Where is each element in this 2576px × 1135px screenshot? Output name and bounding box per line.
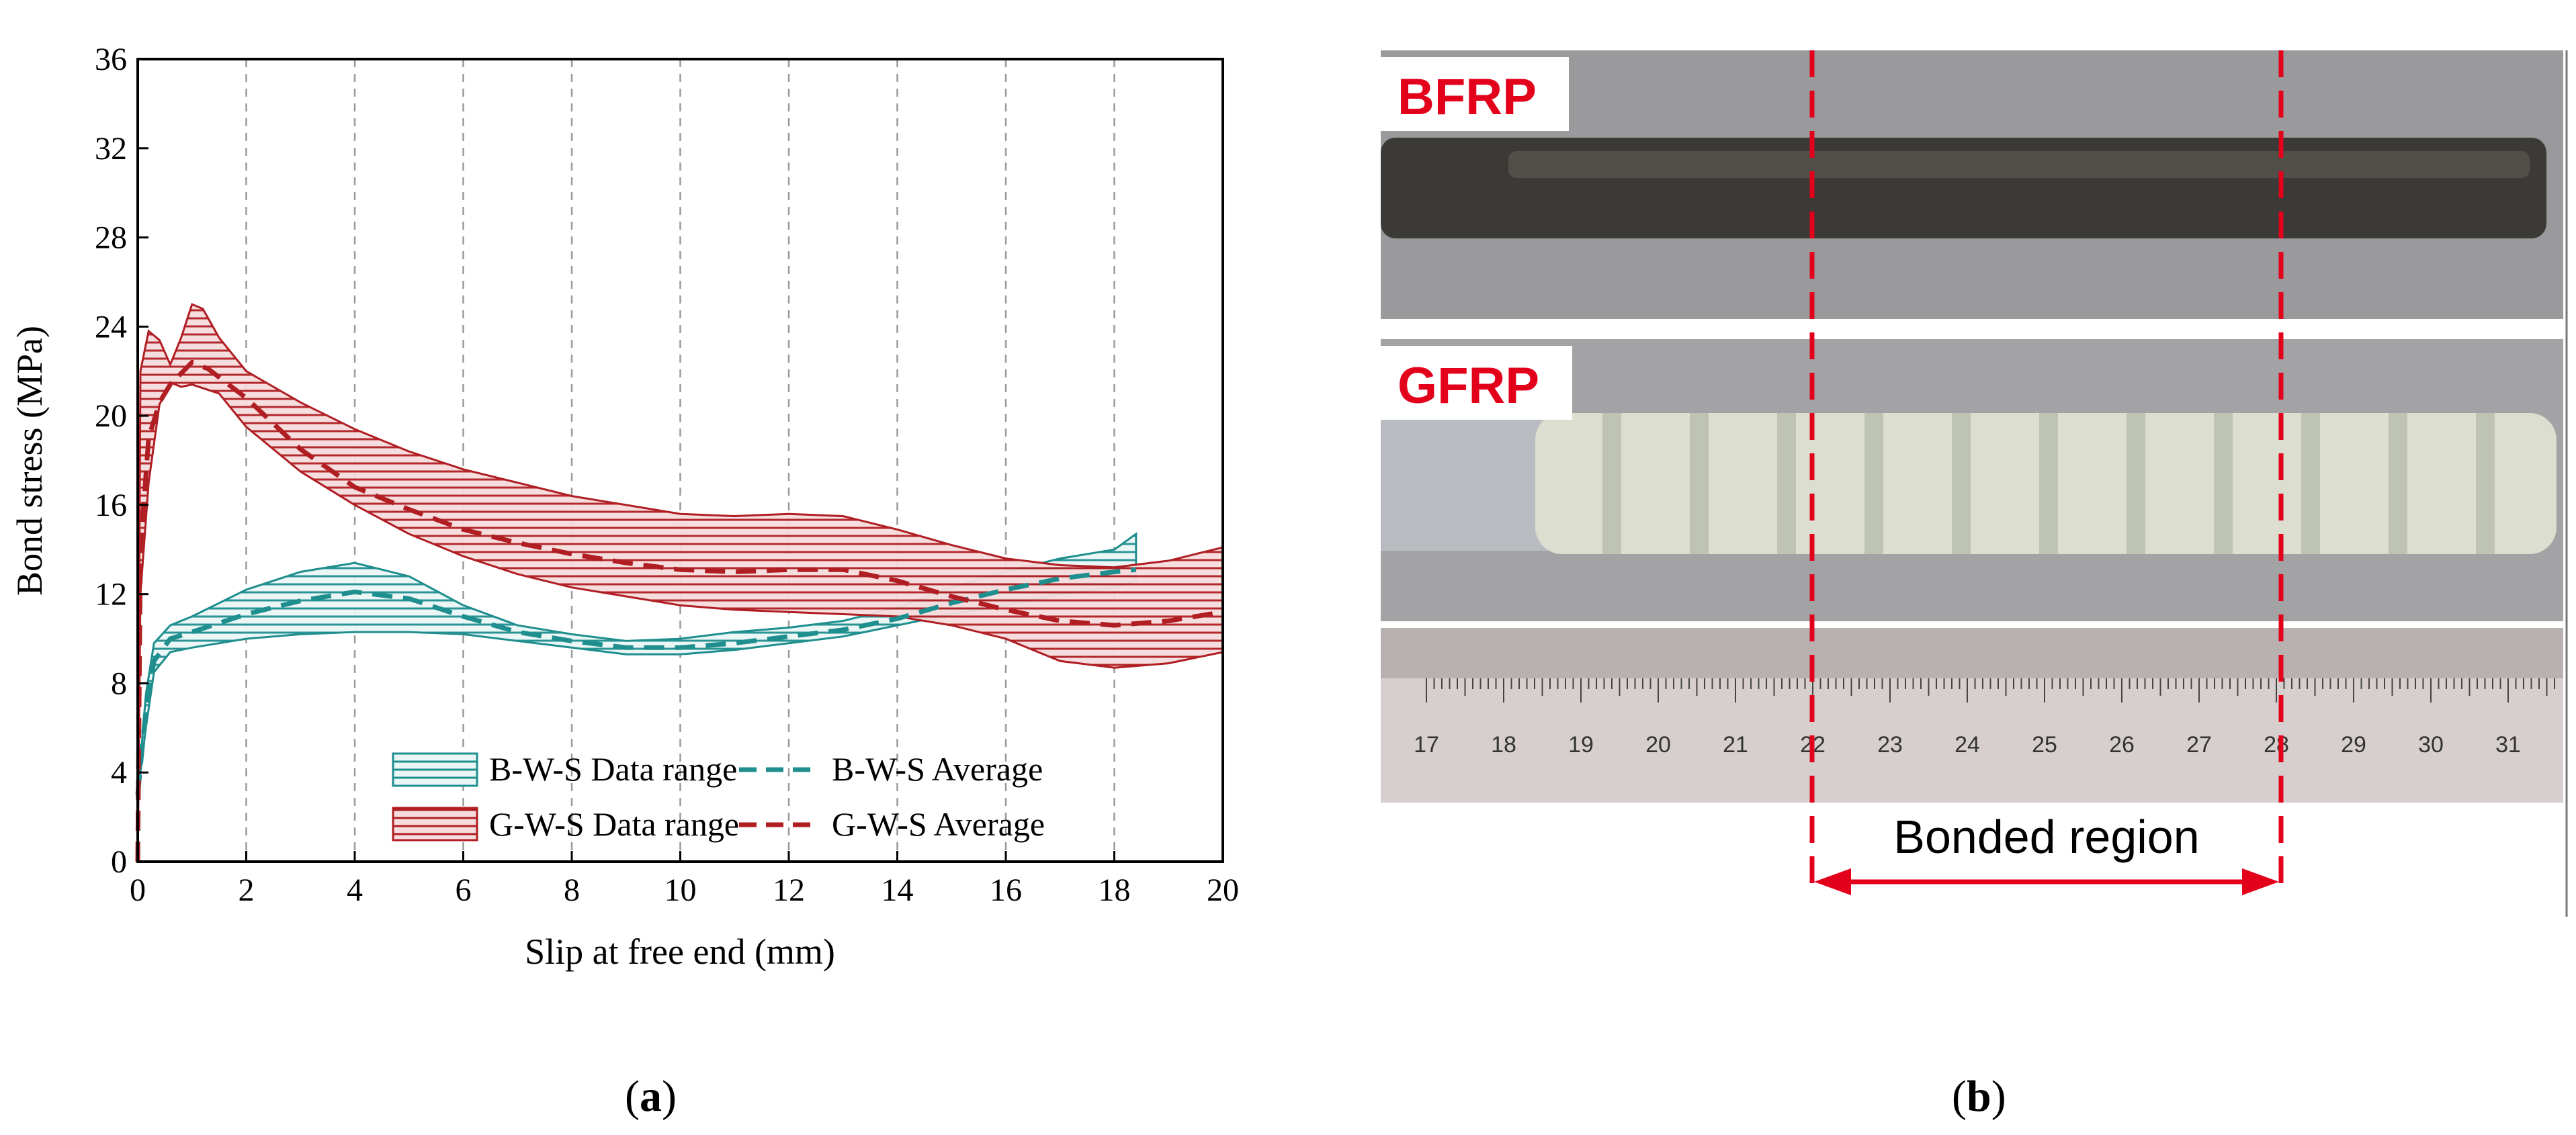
ruler-number-30: 30 xyxy=(2418,732,2444,758)
y-tick-label-16: 16 xyxy=(95,488,127,523)
y-tick-label-24: 24 xyxy=(95,309,127,345)
ruler-scale xyxy=(1381,678,2563,803)
x-tick-label-2: 2 xyxy=(239,872,255,908)
ruler-number-29: 29 xyxy=(2341,732,2366,758)
legend-label-g-average: G-W-S Average xyxy=(832,805,1045,843)
y-tick-label-28: 28 xyxy=(95,220,127,256)
y-tick-label-20: 20 xyxy=(95,398,127,434)
ruler-number-26: 26 xyxy=(2109,732,2135,758)
x-tick-label-18: 18 xyxy=(1099,872,1131,908)
ruler-number-20: 20 xyxy=(1645,732,1671,758)
bfrp-bar-highlight xyxy=(1508,151,2530,178)
y-tick-label-4: 4 xyxy=(111,755,127,790)
legend-swatch-b-range xyxy=(392,752,478,787)
x-tick-label-8: 8 xyxy=(564,872,580,908)
caption-b: (b) xyxy=(1952,1072,2006,1121)
caption-b-letter: b xyxy=(1966,1072,1991,1121)
x-tick-label-20: 20 xyxy=(1207,872,1239,908)
bonded-region-label: Bonded region xyxy=(1893,811,2199,863)
bonded-region-arrow-right xyxy=(2242,868,2279,895)
gfrp-sleeve xyxy=(1381,416,1555,551)
y-axis-label: Bond stress (MPa) xyxy=(9,326,50,596)
x-axis-label: Slip at free end (mm) xyxy=(525,932,835,972)
x-tick-label-10: 10 xyxy=(664,872,697,908)
y-tick-label-12: 12 xyxy=(95,577,127,612)
x-tick-label-12: 12 xyxy=(773,872,805,908)
y-tick-label-8: 8 xyxy=(111,666,127,701)
legend-label-g-range: G-W-S Data range xyxy=(489,805,739,843)
series-line-3 xyxy=(135,359,1223,862)
y-tick-label-36: 36 xyxy=(95,42,127,77)
caption-a: (a) xyxy=(625,1072,677,1121)
y-tick-label-32: 32 xyxy=(95,131,127,167)
x-tick-label-0: 0 xyxy=(130,872,146,908)
ruler-number-28: 28 xyxy=(2264,732,2289,758)
legend-label-b-average: B-W-S Average xyxy=(832,750,1043,788)
ruler-number-18: 18 xyxy=(1491,732,1516,758)
series-band-0 xyxy=(136,532,1137,795)
ruler-number-31: 31 xyxy=(2495,732,2521,758)
ruler-number-19: 19 xyxy=(1568,732,1594,758)
bar-specimen-photo: BFRP GFRP 171819202122232425262728293031… xyxy=(1381,50,2568,917)
chart-lines xyxy=(135,359,1223,862)
ruler-number-25: 25 xyxy=(2032,732,2057,758)
ruler-tick-marks xyxy=(1426,678,2555,702)
ruler-number-27: 27 xyxy=(2186,732,2212,758)
bfrp-label: BFRP xyxy=(1398,69,1537,126)
gfrp-ribs xyxy=(1602,413,2495,554)
ruler-number-21: 21 xyxy=(1723,732,1748,758)
series-line-1 xyxy=(135,567,1137,795)
x-tick-label-6: 6 xyxy=(456,872,472,908)
bfrp-label-box xyxy=(1381,57,1569,131)
caption-a-letter: a xyxy=(639,1072,662,1121)
gfrp-label: GFRP xyxy=(1398,357,1539,414)
chart-legend: B-W-S Data range B-W-S Average G-W-S Dat… xyxy=(392,750,1045,843)
gfrp-label-box xyxy=(1381,346,1572,420)
ruler-number-23: 23 xyxy=(1877,732,1903,758)
ruler-numbers: 171819202122232425262728293031 xyxy=(1414,732,2521,758)
legend-label-b-range: B-W-S Data range xyxy=(489,750,737,788)
chart-gridlines xyxy=(245,59,1115,862)
legend-swatch-g-range xyxy=(392,807,478,842)
ruler-number-24: 24 xyxy=(1955,732,1980,758)
x-tick-label-14: 14 xyxy=(882,872,914,908)
x-tick-label-16: 16 xyxy=(990,872,1022,908)
ruler-number-17: 17 xyxy=(1414,732,1439,758)
bonded-region-arrow-left xyxy=(1814,868,1851,895)
x-tick-label-4: 4 xyxy=(347,872,363,908)
y-tick-label-0: 0 xyxy=(111,844,127,880)
